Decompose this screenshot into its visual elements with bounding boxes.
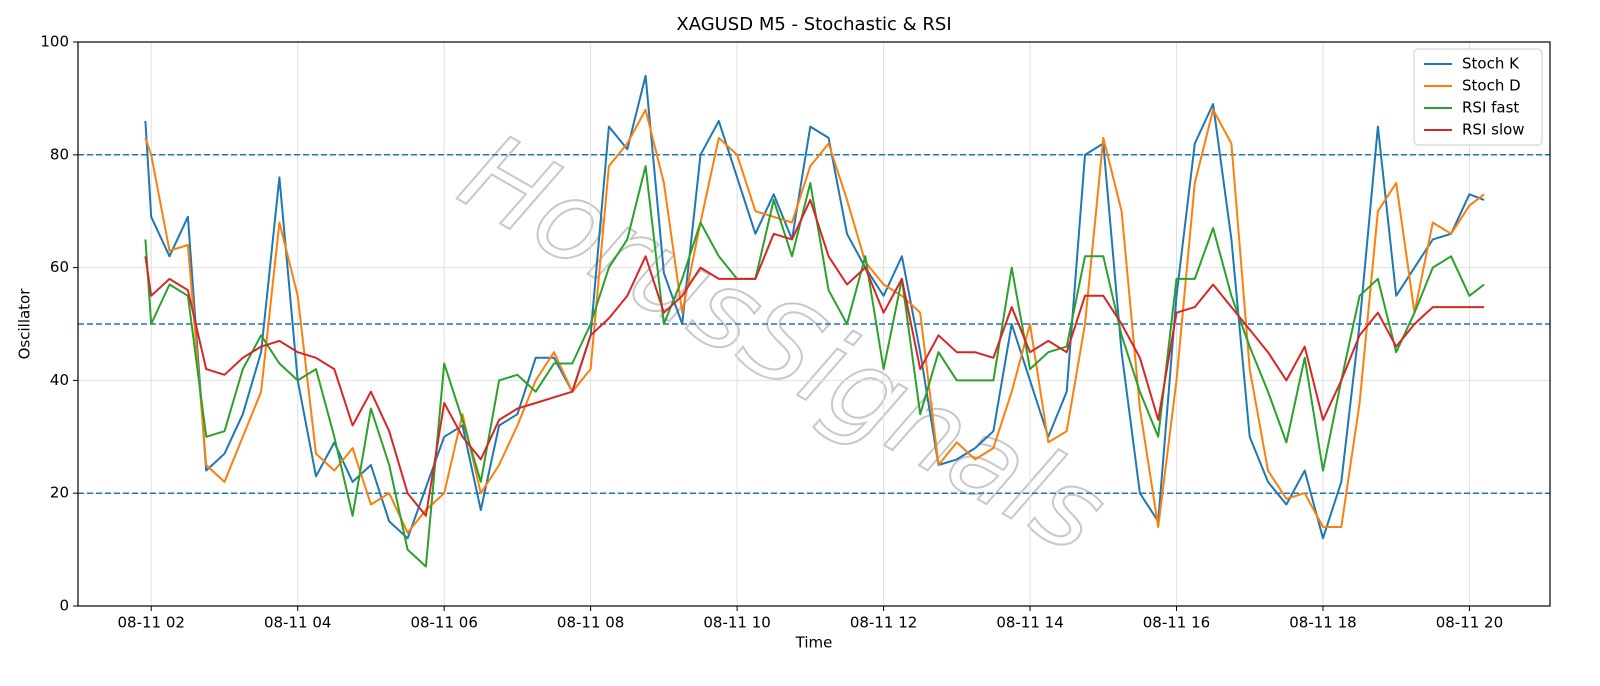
y-tick-label: 80 [50,145,69,163]
y-tick-label: 20 [50,484,69,502]
x-tick-label: 08-11 18 [1289,614,1356,632]
legend-label: Stoch K [1462,55,1520,73]
y-tick-label: 0 [59,597,69,615]
x-tick-label: 08-11 06 [410,614,477,632]
y-axis-label: Oscillator [16,288,34,360]
y-tick-label: 100 [40,33,69,51]
x-tick-label: 08-11 02 [118,614,185,632]
x-tick-label: 08-11 12 [850,614,917,632]
legend-box [1413,48,1543,146]
legend-label: RSI slow [1462,121,1525,139]
y-tick-label: 40 [50,371,69,389]
watermark: HorusSignals [441,109,1126,579]
x-tick-label: 08-11 16 [1143,614,1210,632]
series-line [144,198,1485,517]
series-line [144,165,1485,568]
legend-label: RSI fast [1462,99,1519,117]
x-tick-label: 08-11 08 [557,614,624,632]
x-tick-label: 08-11 14 [996,614,1063,632]
legend-label: Stoch D [1462,77,1521,95]
x-axis-label: Time [795,634,833,652]
series-line [144,108,1485,534]
x-tick-label: 08-11 10 [703,614,770,632]
x-tick-label: 08-11 20 [1436,614,1503,632]
chart-title: XAGUSD M5 - Stochastic & RSI [676,14,951,35]
y-tick-label: 60 [50,258,69,276]
plot-frame [77,41,1551,607]
x-tick-label: 08-11 04 [264,614,331,632]
